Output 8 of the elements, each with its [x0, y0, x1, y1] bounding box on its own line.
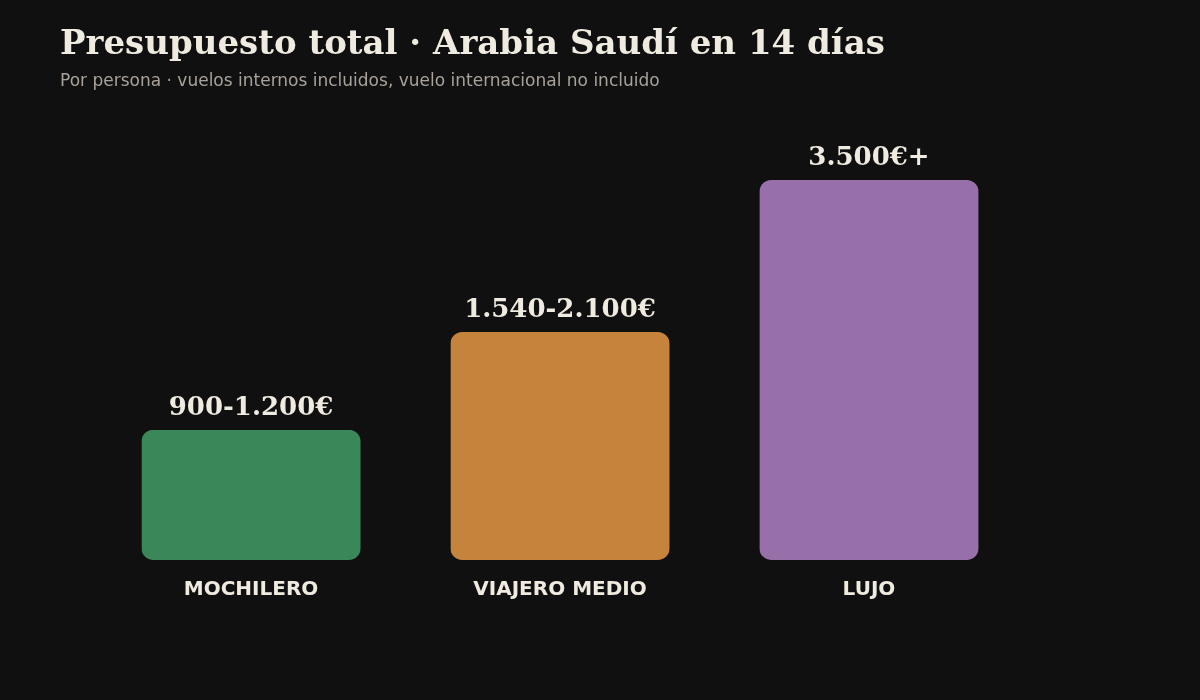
data-label: 900-1.200€	[168, 390, 334, 421]
data-label: 3.500€+	[808, 141, 930, 171]
x-tick-label: MOCHILERO	[183, 575, 319, 600]
chart-subtitle: Por persona · vuelos internos incluidos, vuelo internacional no incluido	[60, 70, 660, 90]
chart-title: Presupuesto total · Arabia Saudí en 14 días	[60, 22, 885, 62]
x-tick-label: LUJO	[842, 575, 896, 600]
x-tick-label: VIAJERO MEDIO	[473, 575, 647, 600]
data-label: 1.540-2.100€	[464, 293, 656, 323]
